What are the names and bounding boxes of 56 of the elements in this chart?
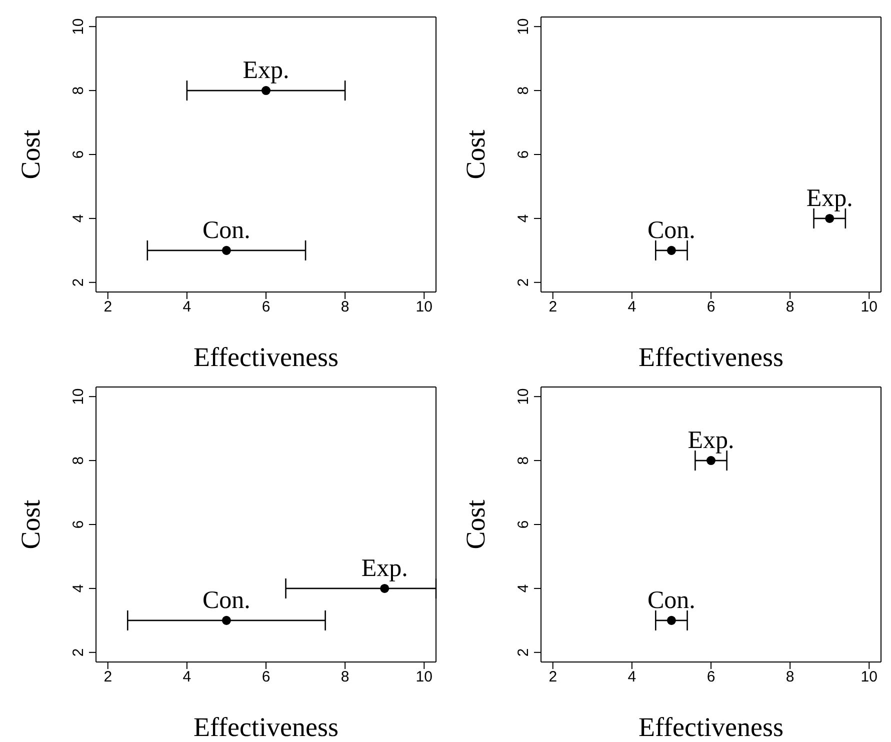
x-tick-label: 6 — [262, 668, 270, 686]
series-label: Con. — [647, 216, 696, 244]
series-label: Exp. — [688, 427, 734, 454]
x-tick-label: 6 — [706, 298, 716, 316]
x-tick-label: 10 — [860, 668, 878, 686]
x-tick-label: 4 — [182, 668, 192, 686]
series-label: Exp. — [806, 184, 853, 212]
x-tick-label: 4 — [628, 668, 636, 686]
x-tick-label: 8 — [786, 668, 794, 686]
y-tick-label: 2 — [70, 278, 87, 287]
series-label: Con. — [202, 586, 250, 614]
x-tick-label: 8 — [786, 298, 794, 316]
y-axis-title: Cost — [16, 129, 46, 180]
y-tick-label: 4 — [515, 214, 532, 223]
x-tick-label: 8 — [340, 668, 350, 686]
x-tick-label: 2 — [548, 668, 558, 686]
x-axis-title: Effectiveness — [638, 342, 784, 372]
y-tick-label: 8 — [70, 86, 87, 95]
x-tick-label: 2 — [104, 668, 112, 686]
y-tick-label: 6 — [515, 520, 532, 529]
series-label: Con. — [202, 216, 250, 244]
x-tick-label: 4 — [628, 298, 636, 316]
y-tick-label: 2 — [70, 648, 87, 657]
y-tick-label: 6 — [70, 150, 87, 159]
y-tick-label: 10 — [515, 18, 532, 35]
y-tick-label: 8 — [70, 456, 87, 465]
x-tick-label: 4 — [182, 298, 192, 316]
y-tick-label: 10 — [70, 18, 87, 35]
y-axis-title: Cost — [460, 129, 491, 180]
series-label: Con. — [647, 586, 696, 614]
y-tick-label: 4 — [70, 214, 87, 223]
y-tick-label: 6 — [515, 150, 532, 159]
y-axis-title: Cost — [16, 499, 46, 550]
x-axis-title: Effectiveness — [638, 712, 784, 742]
x-tick-label: 6 — [706, 668, 716, 686]
y-axis-title: Cost — [460, 499, 491, 550]
series-label: Exp. — [361, 554, 408, 582]
x-tick-label: 2 — [548, 298, 558, 316]
x-tick-label: 6 — [262, 298, 270, 316]
x-tick-label: 10 — [860, 298, 878, 316]
x-tick-label: 10 — [416, 298, 432, 316]
y-tick-label: 10 — [70, 388, 87, 405]
x-tick-label: 8 — [340, 298, 350, 316]
y-tick-label: 10 — [515, 388, 532, 405]
x-tick-label: 2 — [104, 298, 112, 316]
x-tick-label: 10 — [416, 668, 432, 686]
y-tick-label: 4 — [70, 584, 87, 593]
y-tick-label: 6 — [70, 520, 87, 529]
y-tick-label: 2 — [515, 648, 532, 657]
y-tick-label: 8 — [515, 86, 532, 95]
y-tick-label: 8 — [515, 456, 532, 465]
x-axis-title: Effectiveness — [194, 712, 338, 742]
series-label: Exp. — [242, 57, 290, 84]
y-tick-label: 2 — [515, 278, 532, 287]
y-tick-label: 4 — [515, 584, 532, 593]
x-axis-title: Effectiveness — [194, 342, 338, 372]
